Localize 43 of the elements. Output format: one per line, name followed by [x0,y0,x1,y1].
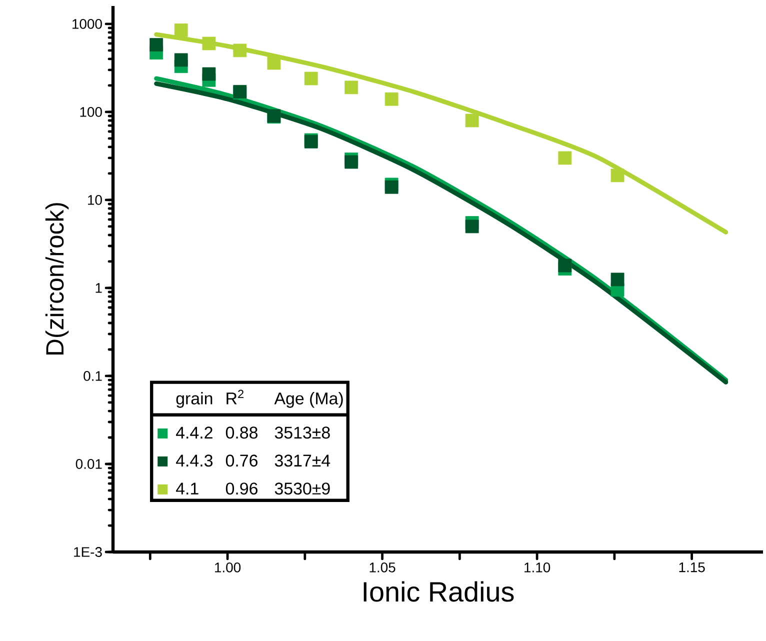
point [558,151,572,165]
annotation: 0.96 [226,482,258,495]
point [384,180,398,194]
annotation: Age (Ma) [274,392,343,408]
x-tick-label: 1.00 [215,562,241,572]
point [202,36,216,50]
x-tick-label: 1.15 [679,562,705,572]
point [384,92,398,106]
point [465,220,479,234]
annotation: 3513±8 [274,426,330,439]
point [233,44,247,58]
legend-label: 4.4.3 [176,454,213,467]
point [174,53,188,67]
point [304,72,318,86]
y-tick-label: 1000 [72,19,102,29]
point [344,80,358,94]
point [174,23,188,37]
point [344,155,358,169]
point [267,56,281,70]
legend-label: 4.4.2 [176,426,212,438]
annotation: 0.88 [226,426,258,439]
y-tick-label: 0.1 [84,371,102,381]
annotation: R$^{2}$ [226,390,244,404]
point [202,67,216,81]
point [558,258,572,272]
y-tick-label: 1 [96,283,102,293]
point [610,168,624,182]
point [465,114,479,128]
point [150,38,164,52]
y-tick-label: 0.01 [76,459,102,469]
legend-label: 4.1 [176,482,198,494]
x-axis-title: Ionic Radius [364,581,514,602]
y-axis-title: D(zircon/rock) [45,203,69,354]
y-tick-label: 100 [80,107,102,117]
legend-title: grain [176,392,212,408]
y-tick-label: 1E-3 [74,547,102,557]
annotation: 0.76 [226,454,258,467]
y-tick-label: 10 [88,195,102,205]
point [610,272,624,286]
x-tick-label: 1.10 [524,562,550,572]
annotation: 3530±9 [274,482,330,495]
annotation: 3317±4 [274,454,330,467]
x-tick-label: 1.05 [370,562,396,572]
